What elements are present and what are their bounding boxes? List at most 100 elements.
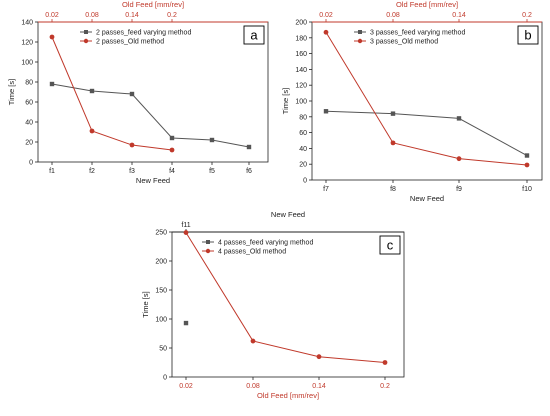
series-line <box>185 232 386 363</box>
y-tick-label: 80 <box>299 114 307 121</box>
y-tick-label: 50 <box>159 346 167 353</box>
y-tick-label: 140 <box>295 67 307 74</box>
y-tick-label: 120 <box>295 83 307 90</box>
data-point-square <box>209 137 215 143</box>
x-tick-label: f10 <box>522 186 532 193</box>
panel-label: a <box>250 28 258 43</box>
x-tick-label: f1 <box>49 168 55 175</box>
data-point-circle <box>129 142 135 148</box>
data-point-square <box>183 320 189 326</box>
plot-frame <box>171 231 405 378</box>
y-tick-label: 0 <box>163 375 167 382</box>
panel-label-box <box>243 25 265 45</box>
data-point-circle <box>250 338 256 344</box>
top-tick-label: 0.2 <box>522 12 532 19</box>
data-point-square <box>129 91 135 97</box>
legend-label: 3 passes_feed varying method <box>370 30 465 37</box>
legend-label: 2 passes_feed varying method <box>96 30 191 37</box>
y-tick-label: 140 <box>21 20 33 27</box>
data-point-square <box>390 111 396 116</box>
data-point-circle <box>183 230 189 235</box>
panel-label: c <box>387 238 394 253</box>
y-tick-label: 100 <box>21 60 33 67</box>
plot-frame <box>311 21 543 181</box>
top-tick-label: 0.02 <box>45 12 59 19</box>
data-point-square <box>246 144 252 150</box>
data-point-square <box>89 88 95 94</box>
data-point-square <box>524 153 530 158</box>
data-point-square <box>456 116 462 121</box>
x-tick-label: f8 <box>390 186 396 193</box>
series-line <box>51 36 173 151</box>
x-tick-label: 0.08 <box>246 383 260 390</box>
legend-marker-square <box>84 30 88 34</box>
y-tick-label: 120 <box>21 40 33 47</box>
y-tick-label: 0 <box>29 160 33 167</box>
y-tick-label: 180 <box>295 35 307 42</box>
panel-c: f11 New Feed 0 50 100 150 200 250 Time [s] 0.02 0.… <box>141 210 405 400</box>
y-tick-label: 100 <box>295 99 307 106</box>
x-tick-label: 0.2 <box>380 383 390 390</box>
data-point-circle <box>49 34 55 40</box>
y-axis-title: Time [s] <box>141 291 150 317</box>
data-point-circle <box>390 140 396 146</box>
x-tick-label: f7 <box>323 186 329 193</box>
y-tick-label: 60 <box>25 100 33 107</box>
data-point-circle <box>382 360 388 365</box>
x-tick-label: f9 <box>456 186 462 193</box>
legend-marker-circle <box>357 38 363 44</box>
top-tick-label: 0.2 <box>167 12 177 19</box>
data-point-circle <box>89 128 95 134</box>
x-tick-label: f5 <box>209 168 215 175</box>
x-tick-label: f3 <box>129 168 135 175</box>
y-tick-label: 80 <box>25 80 33 87</box>
y-tick-label: 200 <box>155 259 167 266</box>
y-tick-label: 250 <box>155 230 167 237</box>
legend-marker-square <box>358 30 362 34</box>
legend-marker-square <box>206 240 210 244</box>
series-line <box>325 110 528 156</box>
x-tick-label: f2 <box>89 168 95 175</box>
x-tick-label: f6 <box>246 168 252 175</box>
legend-label: 2 passes_Old method <box>96 39 164 46</box>
data-point-circle <box>169 147 175 153</box>
y-tick-label: 160 <box>295 51 307 58</box>
top-tick-label: 0.14 <box>452 12 466 19</box>
series-line <box>325 32 528 166</box>
top-tick-label: 0.08 <box>386 12 400 19</box>
top-tick-label: 0.08 <box>85 12 99 19</box>
data-point-circle <box>456 156 462 162</box>
panel-label-box <box>379 235 401 255</box>
top-tick-label: f11 <box>181 222 190 229</box>
top-axis-title: New Feed <box>271 210 305 219</box>
top-axis-title: Old Feed [mm/rev] <box>122 0 184 9</box>
panel-label: b <box>524 28 531 43</box>
data-point-circle <box>323 29 329 35</box>
x-tick-label: 0.02 <box>179 383 193 390</box>
y-tick-label: 0 <box>303 178 307 185</box>
y-tick-label: 200 <box>295 20 307 27</box>
legend-marker-circle <box>83 38 89 44</box>
x-axis-title: New Feed <box>410 194 444 203</box>
top-axis-title: Old Feed [mm/rev] <box>396 0 458 9</box>
y-tick-label: 40 <box>25 120 33 127</box>
x-axis-title: Old Feed [mm/rev] <box>257 391 319 400</box>
data-point-square <box>323 109 329 114</box>
x-tick-label: 0.14 <box>312 383 326 390</box>
legend-marker-circle <box>205 248 211 254</box>
y-tick-label: 150 <box>155 288 167 295</box>
y-axis-title: Time [s] <box>7 79 16 105</box>
data-point-circle <box>524 162 530 168</box>
data-point-square <box>169 135 175 141</box>
y-tick-label: 100 <box>155 317 167 324</box>
panel-a: 0.02 0.08 0.14 0.2 Old Feed [mm/rev] 0 20 40 60 8… <box>7 0 269 185</box>
top-tick-label: 0.02 <box>319 12 333 19</box>
data-point-circle <box>316 354 322 360</box>
series-line <box>51 83 250 148</box>
x-tick-label: f4 <box>169 168 175 175</box>
top-tick-label: 0.14 <box>125 12 139 19</box>
data-point-square <box>49 81 55 87</box>
y-axis-title: Time [s] <box>281 88 290 114</box>
panel-b: 0.02 0.08 0.14 0.2 Old Feed [mm/rev] 0 20 40 60 8… <box>281 0 543 203</box>
